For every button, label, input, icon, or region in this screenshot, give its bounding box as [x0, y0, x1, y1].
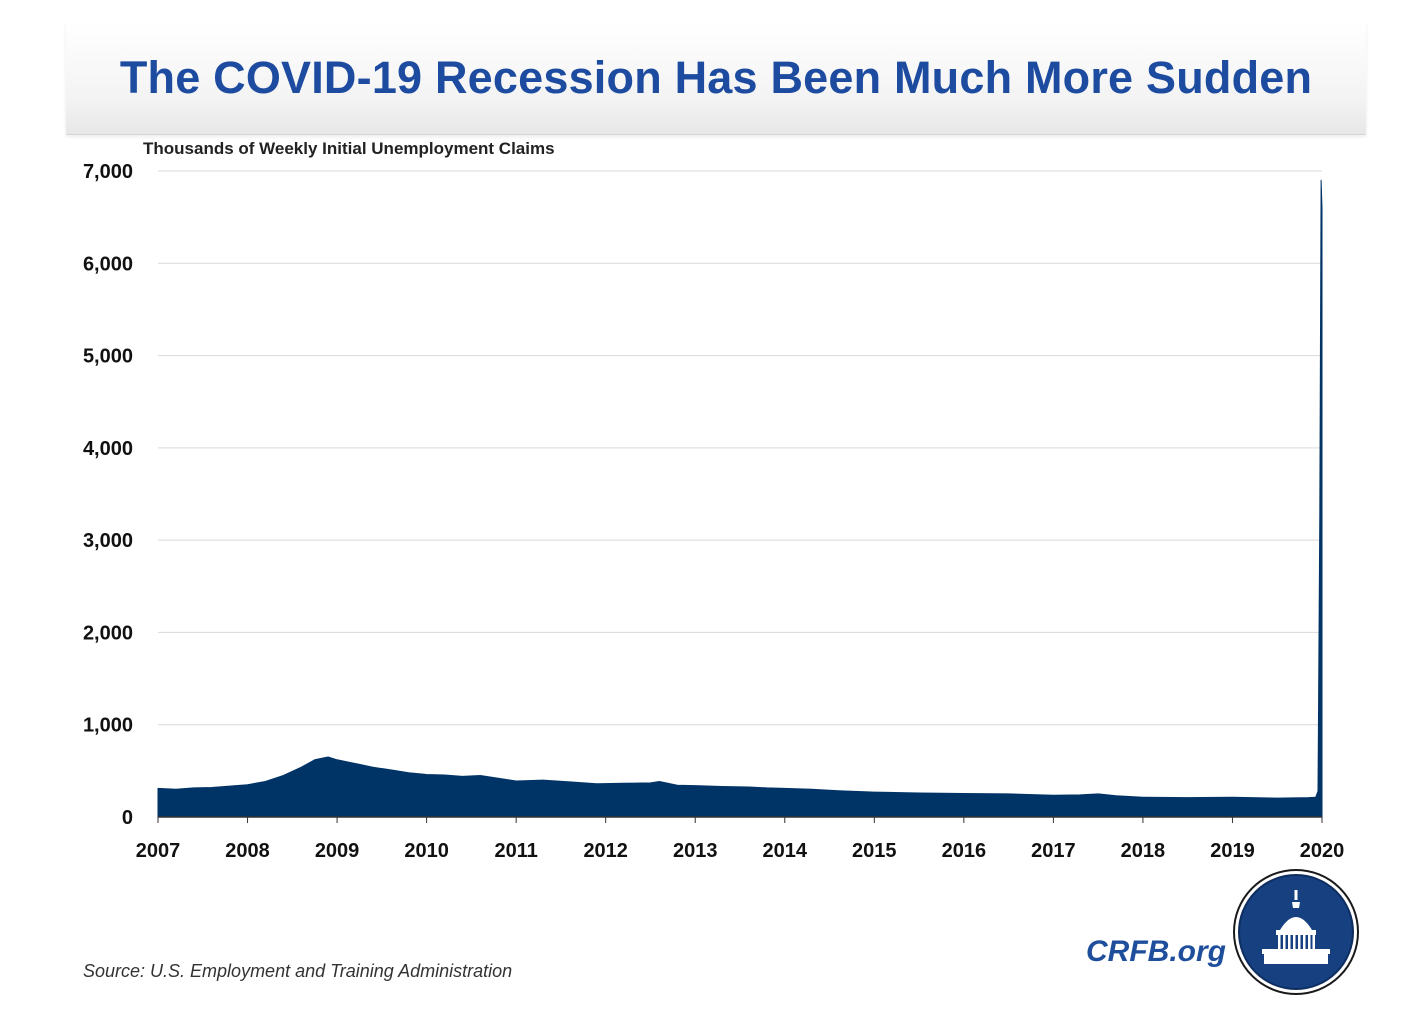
gridlines	[158, 170, 1322, 726]
series-layer	[157, 179, 1323, 818]
x-tick-label: 2013	[673, 840, 718, 862]
y-tick-label: 6,000	[83, 253, 133, 275]
x-tick-label: 2014	[763, 840, 808, 862]
x-tick-label: 2015	[852, 840, 897, 862]
y-tick-label: 4,000	[83, 438, 133, 460]
x-tick-label: 2018	[1121, 840, 1166, 862]
y-tick-label: 5,000	[83, 346, 133, 368]
x-axis	[157, 816, 1323, 823]
y-tick-label: 0	[122, 807, 133, 829]
brand-link[interactable]: CRFB.org	[1086, 935, 1226, 968]
crfb-logo	[1233, 869, 1359, 995]
x-tick-label: 2016	[942, 840, 987, 862]
claims-area-series	[157, 179, 1323, 818]
x-tick-label: 2010	[404, 840, 449, 862]
x-tick-label: 2007	[136, 840, 181, 862]
y-tick-labels: 0 1,000 2,000 3,000 4,000 5,000 6,000 7,000	[83, 161, 133, 829]
capitol-dome-icon	[1262, 890, 1330, 964]
x-tick-label: 2020	[1300, 840, 1345, 862]
y-tick-label: 2,000	[83, 622, 133, 644]
x-tick-label: 2017	[1031, 840, 1076, 862]
title-banner	[66, 22, 1366, 135]
x-tick-label: 2019	[1210, 840, 1255, 862]
page-title: The COVID-19 Recession Has Been Much Mor…	[119, 52, 1313, 103]
x-tick-label: 2011	[494, 840, 537, 862]
x-tick-labels: 2007 2008 2009 2010 2011 2012 2013 2014 2015 2016…	[136, 840, 1345, 862]
y-tick-label: 3,000	[83, 530, 133, 552]
y-tick-label: 7,000	[83, 161, 133, 183]
x-tick-label: 2008	[225, 840, 270, 862]
x-tick-label: 2009	[315, 840, 360, 862]
y-axis-title: Thousands of Weekly Initial Unemployment…	[143, 139, 555, 158]
x-tick-label: 2012	[583, 840, 628, 862]
y-tick-label: 1,000	[83, 715, 133, 737]
source-note: Source: U.S. Employment and Training Adm…	[83, 961, 513, 981]
